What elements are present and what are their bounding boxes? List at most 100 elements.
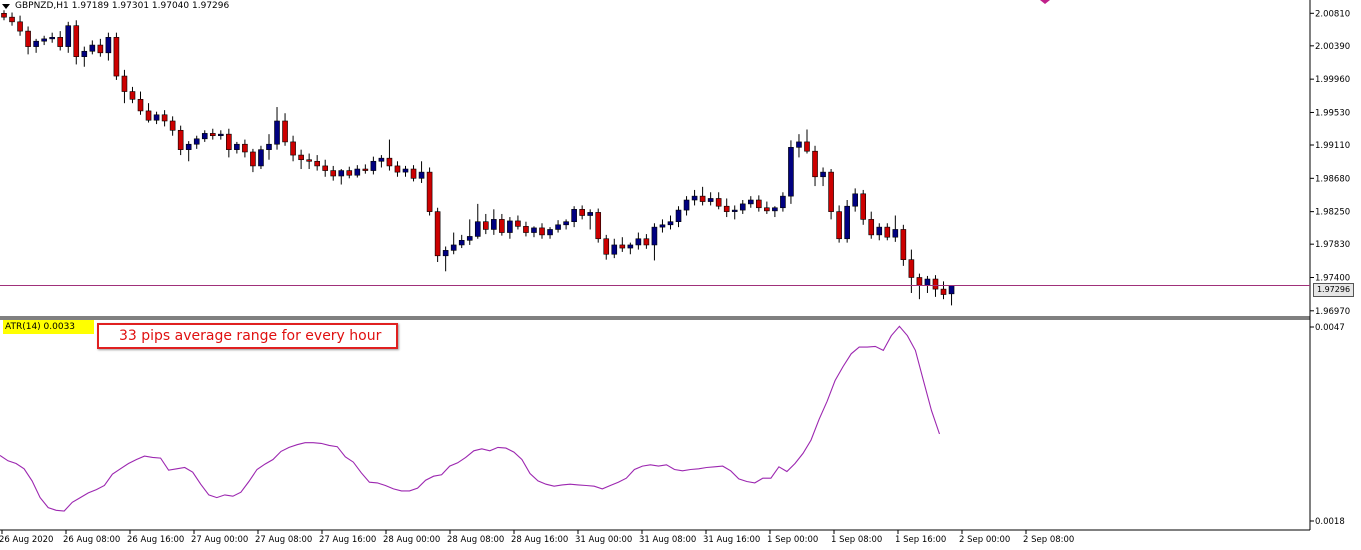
candle-body [523,226,529,233]
candle-body [17,21,23,32]
candle [362,164,369,174]
price-tick-label: 1.99530 [1315,108,1350,118]
candle [788,140,794,204]
candle [370,156,377,175]
candle [812,145,818,187]
candle-body [426,171,433,212]
candle [121,69,128,104]
candle [860,189,867,225]
candle [507,217,513,239]
candle-body [587,212,593,216]
candle [780,192,786,212]
candle-body [876,226,883,236]
candle [900,224,907,266]
candle [378,155,385,168]
candle [796,134,802,158]
candle [346,166,353,179]
candle-body [892,229,899,238]
candles-layer [1,10,955,306]
candle-body [137,98,144,112]
candle [659,219,666,233]
candle-body [499,219,505,233]
candle-body [306,159,312,162]
candle-body [667,221,674,226]
candle [884,223,891,241]
candle-body [683,199,690,211]
candle [89,40,96,55]
candle-body [442,250,449,257]
candle [330,165,337,181]
arrow-marker-icon [1040,0,1050,4]
candle-body [539,227,545,236]
time-tick-label: 1 Sep 08:00 [831,535,882,545]
candle-body [33,40,39,47]
candle [772,206,778,218]
candle-body [113,37,120,77]
candle-body [555,224,561,230]
candle [65,21,72,53]
candle [386,139,393,171]
candle [209,128,216,140]
candle [876,223,883,241]
candle-body [547,229,553,236]
candle [282,113,288,146]
candle-body [201,133,208,140]
symbol-label: GBPNZD,H1 [15,1,69,11]
candle-body [410,168,417,179]
candle-body [290,141,296,156]
candle [667,215,674,230]
time-tick-label: 1 Sep 16:00 [895,535,946,545]
candle-body [354,168,361,176]
candle-body [482,221,489,230]
candle [33,38,39,53]
candle-body [81,50,88,57]
candle [916,273,923,300]
candle [137,91,144,115]
candle [434,207,441,262]
collapse-triangle-icon[interactable] [2,3,10,9]
candle-body [193,138,200,145]
candle [458,234,465,249]
candle [555,220,561,233]
candle [145,103,152,123]
time-tick-label: 26 Aug 16:00 [127,535,184,545]
candle [57,31,64,51]
candle-body [458,239,465,246]
candle [836,205,842,243]
candle [49,32,55,43]
time-tick-label: 28 Aug 00:00 [383,535,440,545]
candle-body [764,207,770,212]
candle-body [450,244,457,251]
candle [948,285,955,306]
candle-body [9,16,15,23]
candle [892,215,899,242]
candle [113,32,120,80]
time-tick-label: 28 Aug 16:00 [511,535,568,545]
candle [338,169,345,185]
candle [9,12,15,26]
price-tick-label: 1.99960 [1315,75,1350,85]
time-tick-label: 27 Aug 00:00 [191,535,248,545]
candle-body [226,133,232,150]
candle [258,145,264,170]
candle-body [788,147,794,197]
candle-body [900,229,907,260]
candle-body [153,114,160,121]
candle-body [73,25,80,57]
candle-body [41,38,47,42]
atr-tick-label: 0.0047 [1315,323,1345,333]
annotation-callout[interactable]: 33 pips average range for every hour [97,323,398,349]
candle-body [796,141,802,148]
candle [852,188,858,212]
candle [97,38,104,57]
candle [226,128,232,158]
candle [691,189,698,206]
candle [820,167,826,187]
candle [169,116,176,136]
candle-body [434,211,441,257]
candle [73,20,80,65]
candle-body [627,244,634,249]
candle-body [25,30,31,47]
candle [1,10,7,21]
